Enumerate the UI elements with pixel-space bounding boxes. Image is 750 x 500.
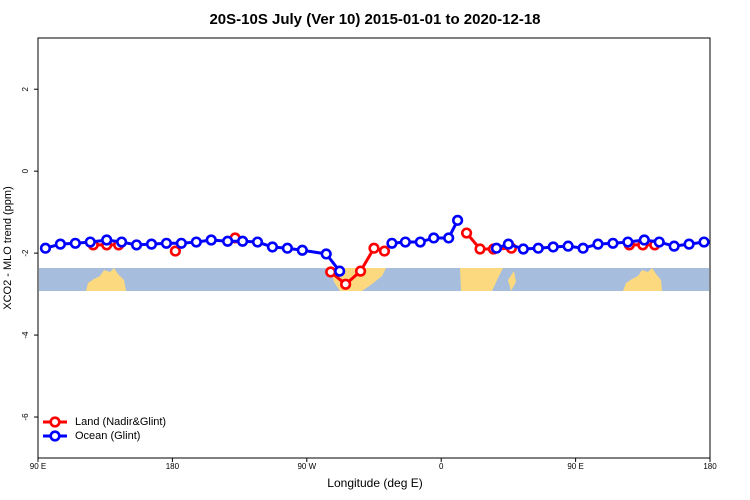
data-point: [502, 238, 515, 250]
x-tick-label: 0: [439, 462, 444, 471]
data-point: [386, 237, 398, 249]
data-point: [160, 237, 173, 249]
data-point: [54, 238, 67, 250]
data-point: [116, 236, 128, 248]
data-point: [84, 236, 96, 248]
data-point: [236, 235, 249, 247]
data-point: [175, 237, 187, 249]
data-point: [399, 236, 411, 248]
data-point: [414, 236, 426, 248]
y-tick-label: -2: [21, 249, 30, 257]
data-point: [101, 234, 113, 246]
data-point: [443, 232, 455, 244]
data-point: [638, 234, 650, 246]
land-shape: [508, 271, 516, 291]
data-point: [592, 238, 604, 250]
legend: Land (Nadir&Glint) Ocean (Glint): [43, 416, 166, 442]
data-point: [622, 236, 634, 248]
land-shape: [623, 268, 662, 291]
data-point: [547, 241, 559, 253]
data-point: [169, 245, 181, 257]
data-point: [653, 236, 665, 248]
data-point: [532, 242, 544, 254]
x-tick-label: 90 E: [30, 462, 46, 471]
data-point: [69, 237, 81, 249]
x-tick-label: 180: [703, 462, 717, 471]
data-point: [296, 244, 308, 256]
data-point: [334, 265, 346, 277]
data-point: [340, 278, 352, 290]
data-point: [517, 243, 529, 255]
data-point: [320, 248, 332, 260]
chart-title: 20S-10S July (Ver 10) 2015-01-01 to 2020…: [209, 11, 540, 28]
y-tick-label: 2: [21, 86, 30, 91]
x-tick-label: 90 W: [297, 462, 316, 471]
legend-label: Land (Nadir&Glint): [75, 416, 166, 428]
data-point: [490, 242, 503, 254]
data-point: [577, 242, 589, 254]
data-point: [698, 236, 710, 248]
data-point: [222, 235, 234, 247]
x-tick-label: 90 E: [567, 462, 583, 471]
data-point: [145, 238, 158, 250]
y-tick-label: -4: [21, 331, 30, 339]
y-tick-label: 0: [21, 168, 30, 173]
data-point: [452, 214, 464, 226]
map-strip: [39, 268, 709, 291]
legend-label: Ocean (Glint): [75, 430, 140, 442]
x-tick-label: 180: [166, 462, 180, 471]
data-point: [368, 242, 380, 254]
data-point: [354, 265, 367, 277]
data-point: [281, 242, 293, 254]
data-point: [428, 232, 440, 244]
x-axis-label: Longitude (deg E): [327, 476, 422, 490]
land-shape: [86, 268, 126, 291]
data-point: [562, 240, 574, 252]
data-point: [325, 266, 337, 278]
series-line: [465, 232, 512, 251]
plot-frame: [37, 37, 711, 459]
data-point: [266, 241, 279, 253]
data-point: [251, 236, 264, 248]
legend-marker: [49, 430, 61, 442]
data-point: [607, 237, 619, 249]
land-shape: [460, 268, 503, 291]
y-axis-label: XCO2 - MLO trend (ppm): [2, 186, 14, 309]
data-point: [683, 238, 695, 250]
data-point: [205, 234, 217, 246]
data-point: [378, 245, 391, 257]
data-point: [130, 239, 143, 251]
data-point: [39, 242, 52, 254]
data-point: [474, 243, 486, 255]
data-point: [190, 236, 202, 248]
legend-marker: [49, 416, 61, 428]
y-tick-label: -6: [21, 413, 30, 421]
data-point: [460, 227, 473, 239]
data-point: [668, 240, 680, 252]
